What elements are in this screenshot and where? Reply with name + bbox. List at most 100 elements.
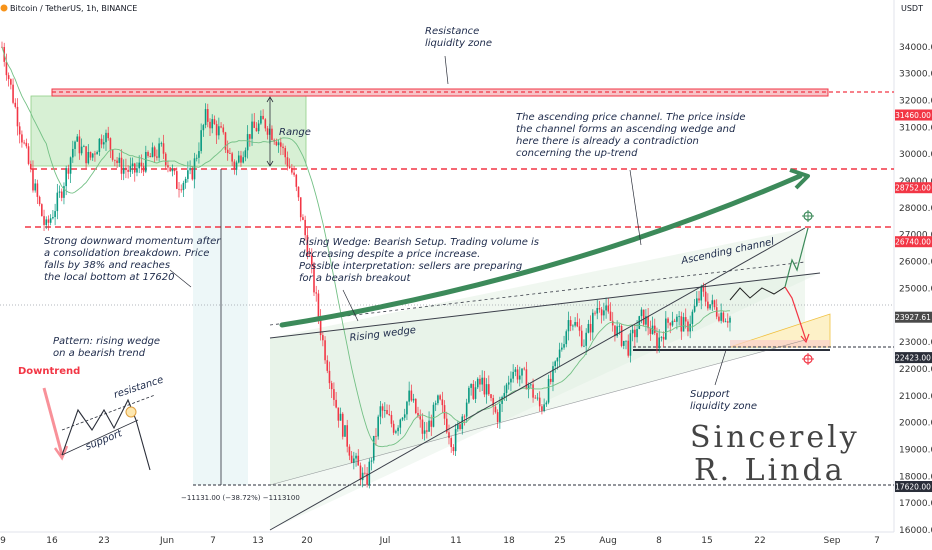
candle-body [133,163,136,173]
candle-body [507,382,510,385]
x-tick-label: Aug [599,536,617,546]
candle-body [136,168,138,173]
candle-body [530,384,532,386]
candle-body [54,211,56,218]
candle-body [503,393,506,397]
candle-body [563,344,565,348]
candle-body [147,151,149,156]
candle-body [583,345,585,347]
candle-body [607,305,610,312]
candle-body [16,106,19,127]
candle-body [622,340,625,346]
candle-body [297,186,300,198]
candle-body [220,126,222,128]
candle-body [426,430,428,432]
candle-body [156,156,158,158]
x-tick-label: 15 [701,536,712,546]
candle-body [224,132,227,150]
candle-body [653,325,656,334]
candle-body [105,132,107,143]
candle-body [552,366,554,382]
candle-body [514,369,517,372]
candle-body [27,146,30,164]
candle-body [169,167,171,172]
x-axis: 9 16 23 Jun 7 13 20 Jul 11 18 25 Aug 8 15 22 Sep 7 [0,536,880,546]
candle-body [596,308,599,314]
projection-down-arrowhead [800,333,810,344]
candle-body [457,424,459,430]
candle-body [443,405,446,419]
candle-body [485,384,488,395]
x-tick-label: 9 [0,536,6,546]
candle-body [153,147,156,157]
candle-body [5,61,8,76]
candle-body [667,318,669,323]
candle-body [264,119,267,129]
candle-body [527,385,530,390]
candle-body [423,430,426,434]
candle-body [434,403,437,405]
candle-body [222,127,225,133]
channel-note-leader [629,169,642,246]
candle-body [603,310,605,316]
candle-body [129,166,132,172]
candle-body [636,328,638,338]
candle-body [176,171,178,189]
candle-body [295,174,298,187]
candle-body [450,438,452,448]
candle-body [47,219,50,223]
candle-body [406,401,408,415]
candle-body [299,197,302,218]
candle-body [468,387,470,403]
candle-body [114,159,116,161]
candle-body [364,472,366,474]
candle-body [543,404,545,411]
candle-body [313,264,315,293]
candle-body [246,134,249,151]
candle-body [700,286,703,301]
candle-body [549,378,552,382]
candle-body [322,335,324,341]
candle-body [483,377,486,395]
rising-wedge-zone [270,273,820,530]
candle-body [359,465,362,481]
candle-body [56,192,59,212]
candle-body [202,125,205,131]
price-tag-breakdown [895,236,932,248]
x-tick-label: 16 [46,536,58,546]
range-arrow-top [266,96,274,103]
candle-body [410,390,413,401]
candle-body [346,425,348,447]
candle-body [696,298,698,306]
candle-body [158,143,160,158]
candle-body [441,399,444,406]
candle-body [618,325,621,327]
candle-body [397,427,399,432]
candle-body [65,168,67,187]
candle-body [715,307,718,317]
candle-body [561,347,563,350]
candle-body [682,317,685,332]
candle-body [74,141,76,149]
candle-body [339,413,342,421]
price-tag-label: 22423.00 [895,354,931,363]
candle-body [399,419,402,428]
candle-body [89,151,92,158]
resistance-sketch-label: resistance [113,374,165,400]
candle-body [388,414,391,416]
measure-zone [193,169,248,485]
candle-body [233,161,236,170]
candle-body [432,404,435,427]
candle-body [49,218,52,223]
candle-body [372,435,375,461]
candle-body [38,196,41,205]
candle-body [709,304,711,309]
candle-body [419,416,422,420]
x-tick-label: Sep [824,536,841,546]
candle-body [187,170,189,179]
candle-body [625,340,627,342]
candle-body [545,402,548,405]
candle-body [614,325,616,337]
candle-body [472,383,475,399]
